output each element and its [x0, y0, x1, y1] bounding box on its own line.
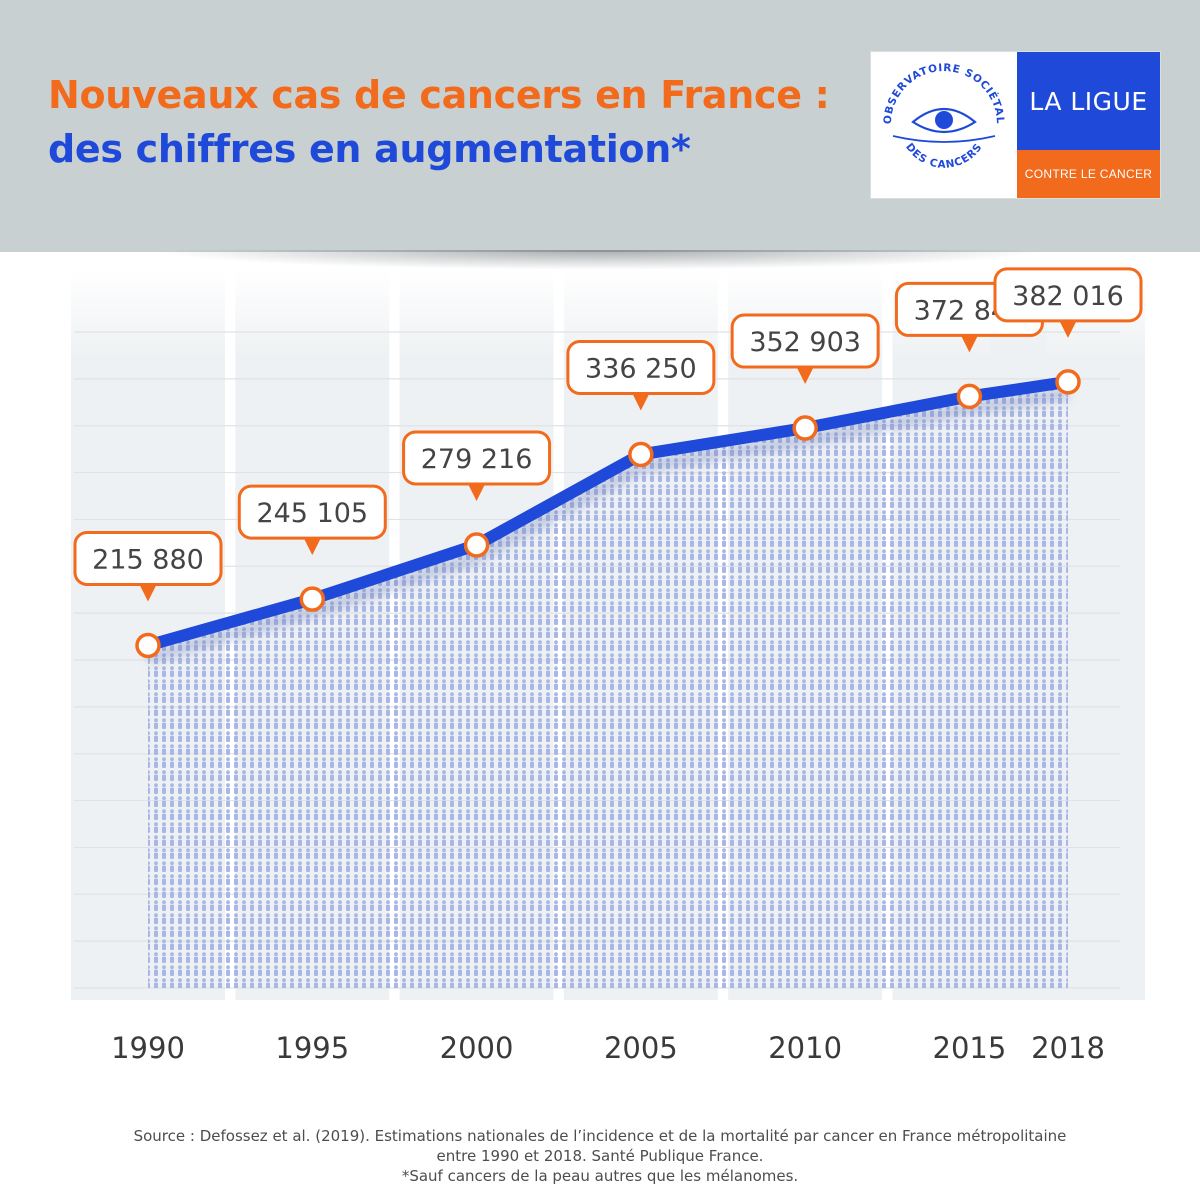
value-label: 245 105 — [256, 498, 368, 529]
callout-pointer — [1059, 319, 1077, 338]
observatoire-logo: OBSERVATOIRE SOCIÉTAL DES CANCERS — [871, 52, 1017, 198]
source-line-1: Source : Defossez et al. (2019). Estimat… — [133, 1127, 1067, 1145]
eye-icon — [892, 108, 996, 143]
value-label: 215 880 — [92, 544, 204, 575]
value-callout: 382 016 — [993, 267, 1143, 338]
la-ligue-logo: OBSERVATOIRE SOCIÉTAL DES CANCERS LA LIG… — [871, 52, 1160, 198]
callout-pointer — [960, 334, 979, 353]
value-callout: 352 903 — [730, 313, 880, 385]
value-callout: 245 105 — [237, 484, 387, 556]
contre-le-cancer-tagline: CONTRE LE CANCER — [1017, 150, 1160, 198]
title-line-1: Nouveaux cas de cancers en France : — [48, 73, 830, 117]
page-title: Nouveaux cas de cancers en France : des … — [48, 68, 830, 176]
data-point — [299, 586, 326, 612]
callout-pointer — [796, 366, 815, 385]
callout-pointer — [467, 482, 486, 501]
la-ligue-wordmark: LA LIGUE — [1017, 52, 1160, 150]
data-point — [1055, 369, 1081, 395]
value-label: 279 216 — [421, 444, 533, 475]
data-point — [792, 415, 818, 441]
x-tick-label: 2015 — [933, 1031, 1007, 1065]
data-point — [463, 532, 490, 558]
callout-pointer — [631, 392, 650, 411]
observatoire-ring-bottom-text: DES CANCERS — [903, 141, 985, 171]
value-callout: 215 880 — [73, 530, 223, 602]
data-point — [135, 632, 161, 659]
header-shadow — [150, 250, 1050, 270]
callout-pointer — [303, 537, 322, 556]
header-banner: Nouveaux cas de cancers en France : des … — [0, 0, 1200, 252]
title-line-2: des chiffres en augmentation* — [48, 127, 691, 171]
area-fill — [148, 381, 1068, 989]
data-points — [135, 369, 1081, 659]
x-tick-label: 2018 — [1031, 1031, 1105, 1065]
line-chart: 215 880 245 105 279 216 336 250 352 903 372 8… — [0, 250, 1200, 1080]
source-line-2: entre 1990 et 2018. Santé Publique Franc… — [436, 1147, 764, 1165]
data-point — [956, 383, 983, 410]
source-note: Source : Defossez et al. (2019). Estimat… — [60, 1126, 1140, 1186]
x-tick-label: 1990 — [111, 1031, 185, 1065]
value-label: 382 016 — [1012, 281, 1124, 312]
value-callout: 336 250 — [566, 339, 716, 411]
value-callout: 279 216 — [402, 430, 552, 501]
x-axis-tick-labels: 1990 1995 2000 2005 2010 2015 2018 — [111, 1031, 1105, 1065]
x-tick-label: 2010 — [768, 1031, 842, 1065]
x-tick-label: 2000 — [440, 1031, 514, 1065]
x-tick-label: 2005 — [604, 1031, 678, 1065]
x-tick-label: 1995 — [275, 1031, 349, 1065]
data-point — [628, 441, 654, 468]
callout-pointer — [139, 583, 157, 602]
footnote: *Sauf cancers de la peau autres que les … — [401, 1167, 799, 1185]
value-label: 336 250 — [585, 353, 697, 384]
value-label: 352 903 — [749, 327, 861, 358]
